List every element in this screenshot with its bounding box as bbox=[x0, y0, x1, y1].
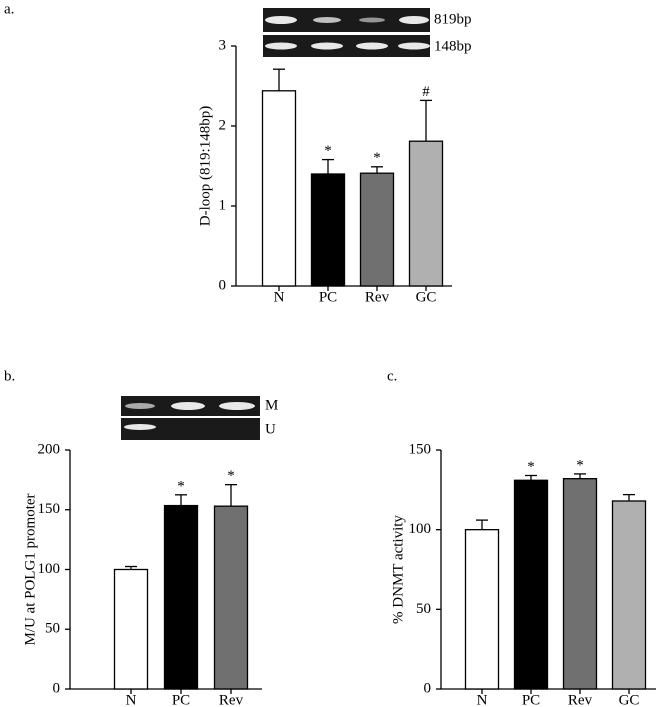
x-tick-label: GC bbox=[416, 289, 437, 305]
bar bbox=[310, 173, 346, 287]
x-tick-label: GC bbox=[619, 692, 640, 707]
x-tick-label: N bbox=[126, 692, 137, 707]
panel-label: a. bbox=[4, 1, 14, 17]
gel-image bbox=[121, 8, 430, 440]
y-tick-label: 0 bbox=[219, 277, 227, 293]
x-tick-label: Rev bbox=[568, 692, 593, 707]
gel-label: 148bp bbox=[434, 38, 472, 54]
bar bbox=[611, 500, 647, 690]
y-tick-label: 2 bbox=[219, 117, 227, 133]
bar bbox=[213, 505, 249, 690]
y-axis-label: % DNMT activity bbox=[390, 515, 406, 624]
gel-label: U bbox=[265, 421, 276, 437]
y-tick-label: 1 bbox=[219, 197, 227, 213]
x-tick-label: N bbox=[477, 692, 488, 707]
x-tick-label: Rev bbox=[219, 692, 244, 707]
y-tick-label: 3 bbox=[219, 37, 227, 53]
y-axis-label: M/U at POLG1 promoter bbox=[22, 493, 38, 645]
y-tick-label: 150 bbox=[409, 441, 432, 457]
y-tick-label: 50 bbox=[45, 621, 60, 637]
bar bbox=[261, 90, 297, 287]
gel-label: 819bp bbox=[434, 11, 472, 27]
y-tick-label: 200 bbox=[38, 441, 61, 457]
x-tick-label: PC bbox=[172, 692, 190, 707]
bar bbox=[359, 172, 395, 287]
bar bbox=[513, 479, 549, 690]
y-tick-label: 0 bbox=[53, 680, 61, 696]
y-axis-label: D-loop (819:148bp) bbox=[197, 106, 213, 226]
x-tick-label: N bbox=[274, 289, 285, 305]
annotation: * bbox=[373, 150, 381, 166]
panel-label: b. bbox=[4, 368, 15, 384]
bar bbox=[562, 478, 598, 690]
y-tick-label: 100 bbox=[409, 521, 432, 537]
annotation: * bbox=[227, 468, 235, 484]
y-tick-label: 100 bbox=[38, 561, 61, 577]
gel-label: M bbox=[265, 397, 278, 413]
annotation: # bbox=[422, 84, 430, 100]
y-tick-label: 0 bbox=[424, 680, 432, 696]
bar bbox=[113, 568, 149, 690]
annotation: * bbox=[576, 457, 584, 473]
y-tick-label: 50 bbox=[416, 601, 431, 617]
x-tick-label: PC bbox=[319, 289, 337, 305]
x-tick-label: Rev bbox=[365, 289, 390, 305]
panel-label: c. bbox=[387, 368, 397, 384]
annotation: * bbox=[177, 478, 185, 494]
bar bbox=[464, 529, 500, 690]
x-tick-label: PC bbox=[522, 692, 540, 707]
bar bbox=[408, 140, 444, 287]
annotation: * bbox=[324, 143, 332, 159]
bar bbox=[163, 504, 199, 690]
y-tick-label: 150 bbox=[38, 501, 61, 517]
annotation: * bbox=[527, 459, 535, 475]
